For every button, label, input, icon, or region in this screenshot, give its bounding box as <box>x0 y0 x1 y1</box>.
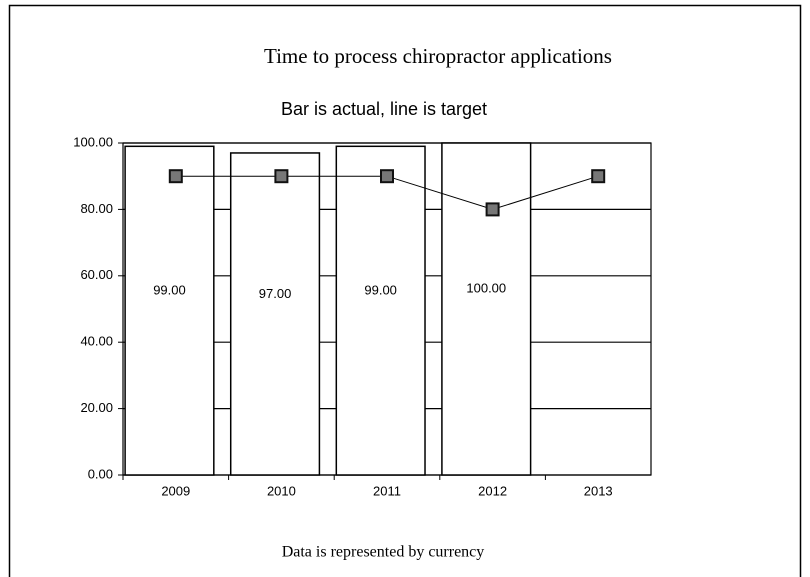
bar <box>124 145 215 476</box>
bar <box>335 145 426 476</box>
data-label: 99.00 <box>153 282 186 297</box>
chart-subtitle: Bar is actual, line is target <box>281 99 487 119</box>
data-label: 97.00 <box>259 286 292 301</box>
data-label: 99.00 <box>364 282 397 297</box>
y-tick-label: 60.00 <box>80 267 113 282</box>
line-marker <box>168 169 183 184</box>
bar <box>441 142 532 476</box>
bar <box>229 152 321 476</box>
x-tick-label: 2013 <box>584 483 613 498</box>
frame <box>8 4 802 577</box>
line-marker <box>591 169 606 184</box>
y-tick-label: 20.00 <box>80 400 113 415</box>
x-tick-label: 2009 <box>161 483 190 498</box>
y-tick-label: 40.00 <box>80 334 113 349</box>
y-tick-label: 0.00 <box>88 466 113 481</box>
line-marker <box>485 202 500 217</box>
y-tick-label: 100.00 <box>73 134 113 149</box>
x-tick-label: 2012 <box>478 483 507 498</box>
line-marker <box>380 169 394 184</box>
x-tick-label: 2010 <box>267 483 296 498</box>
footer: Data is represented by currency <box>282 544 485 561</box>
chart-title: Time to process chiropractor application… <box>264 44 612 68</box>
data-label: 100.00 <box>466 281 506 296</box>
y-tick-label: 80.00 <box>80 201 113 216</box>
line-marker <box>274 169 289 184</box>
x-tick-label: 2011 <box>373 483 401 498</box>
